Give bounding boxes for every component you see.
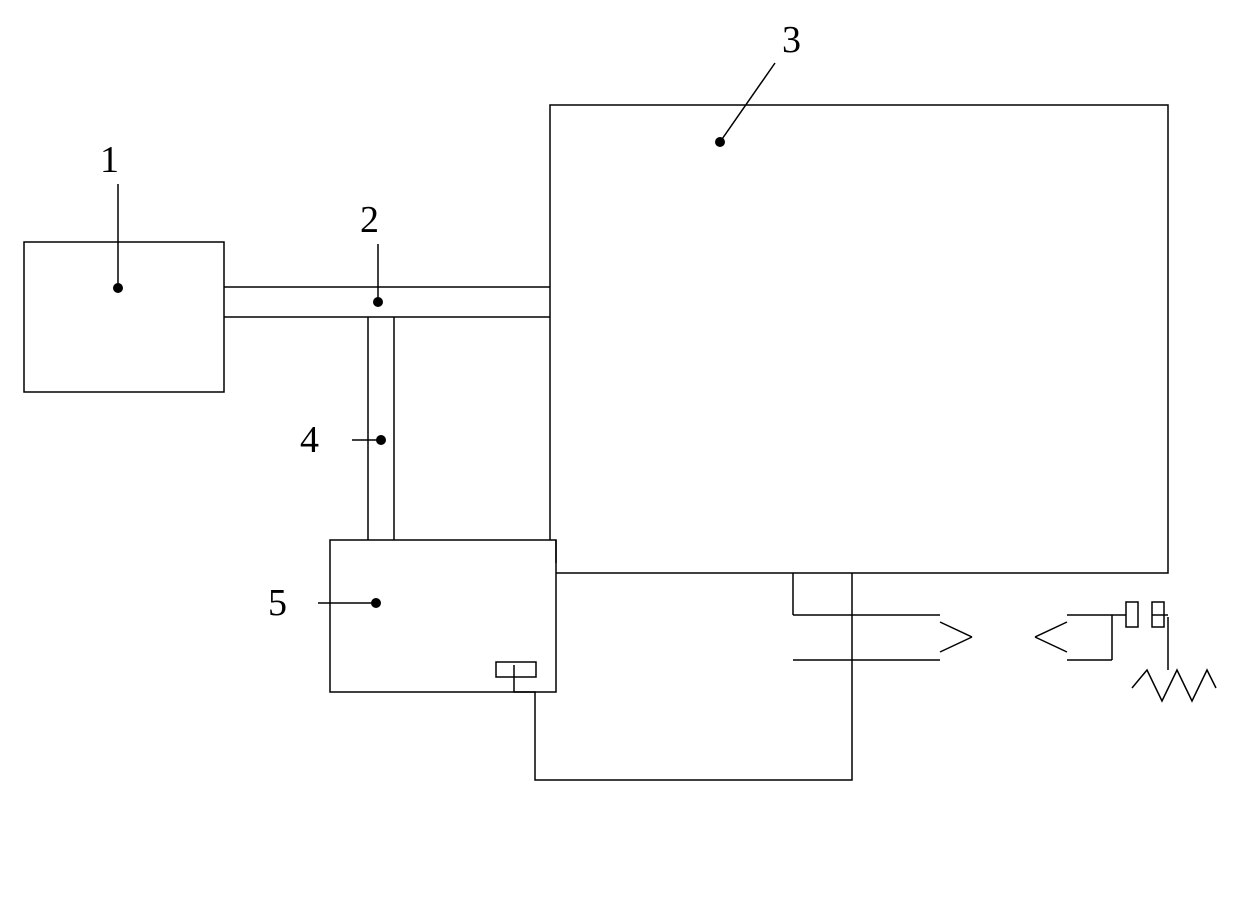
callout-label-5: 5 — [268, 581, 287, 625]
node-box1 — [24, 242, 224, 392]
marker-dot-4 — [376, 435, 386, 445]
wire-box5_to_box3 — [514, 573, 852, 780]
diagram-canvas — [0, 0, 1240, 914]
node-box3 — [550, 105, 1168, 573]
marker-dot-2 — [373, 297, 383, 307]
callout-label-2: 2 — [360, 198, 379, 242]
marker-dot-1 — [113, 283, 123, 293]
node-box5 — [330, 540, 556, 692]
zigzag-z1 — [1132, 670, 1216, 701]
callout-label-4: 4 — [300, 418, 319, 462]
marker-dot-5 — [371, 598, 381, 608]
callout-label-1: 1 — [100, 138, 119, 182]
small-rect-r1 — [1126, 602, 1138, 627]
callout-label-3: 3 — [782, 18, 801, 62]
marker-dot-3 — [715, 137, 725, 147]
